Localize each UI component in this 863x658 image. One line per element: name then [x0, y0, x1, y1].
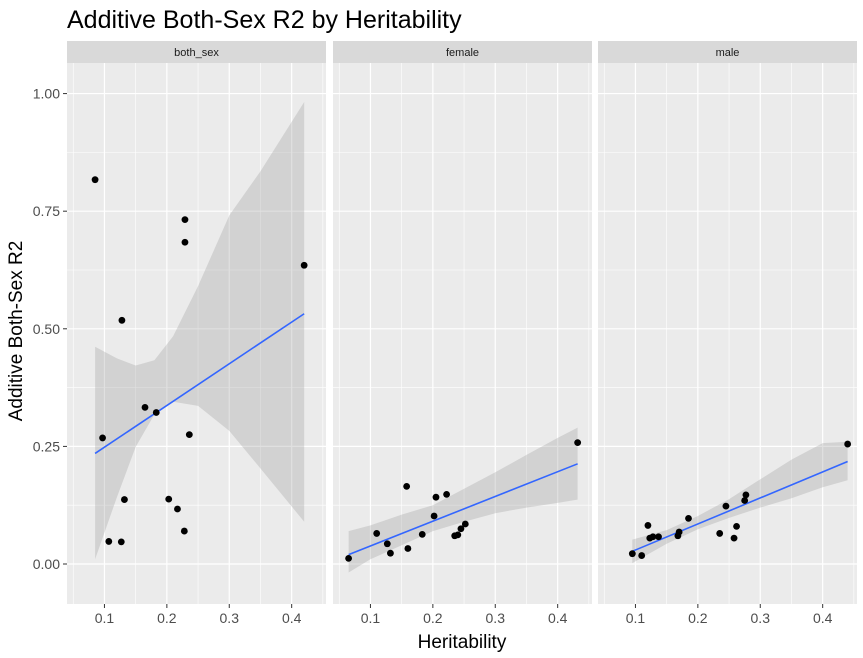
- data-point: [99, 434, 106, 442]
- data-point: [387, 549, 394, 557]
- facet-panel-both-sex: both_sex: [67, 41, 326, 604]
- data-point: [454, 531, 462, 539]
- x-tick-label: 0.3: [220, 610, 240, 626]
- facet-strip-label: male: [716, 47, 740, 59]
- data-point: [432, 493, 440, 501]
- confidence-ribbon: [632, 441, 848, 564]
- y-tick-label: 0.00: [33, 556, 60, 572]
- data-point: [185, 431, 193, 439]
- data-point: [105, 538, 113, 545]
- y-tick-label: 0.25: [33, 438, 60, 454]
- x-tick-label: 0.2: [688, 610, 708, 626]
- facet-panel-female: female: [333, 41, 592, 604]
- panel-background: [598, 63, 857, 604]
- data-point: [152, 409, 160, 416]
- data-point: [181, 216, 189, 224]
- data-point: [121, 496, 128, 503]
- data-point: [685, 514, 692, 522]
- facet-strip-label: female: [446, 47, 479, 59]
- data-point: [404, 545, 412, 552]
- x-tick-label: 0.4: [813, 610, 833, 626]
- data-point: [644, 522, 652, 529]
- confidence-ribbon: [348, 427, 578, 573]
- facet-strip-label: both_sex: [174, 47, 219, 59]
- regression-line: [348, 463, 578, 556]
- x-tick-label: 0.1: [626, 610, 646, 626]
- data-point: [742, 491, 750, 499]
- data-point: [300, 261, 308, 269]
- data-point: [345, 554, 353, 562]
- panel-background: [333, 63, 592, 604]
- data-point: [638, 552, 646, 559]
- facet-panels: both_sex female male: [67, 41, 857, 604]
- data-point: [418, 530, 426, 538]
- y-tick-label: 1.00: [33, 86, 60, 102]
- data-point: [383, 540, 391, 548]
- data-point: [180, 527, 188, 535]
- facet-strip: [67, 41, 326, 63]
- facet-panel-male: male: [598, 41, 857, 604]
- data-point: [574, 439, 582, 447]
- panel-background: [67, 63, 326, 604]
- data-point: [91, 176, 99, 184]
- facet-strip: [333, 41, 592, 63]
- data-point: [722, 502, 730, 510]
- data-point: [461, 520, 469, 528]
- x-axis: 0.1 0.2 0.3 0.4 0.1 0.2 0.3 0.4 0.1 0.2 0.3 0.4: [95, 604, 833, 626]
- data-point: [174, 505, 181, 513]
- data-point: [430, 512, 438, 520]
- data-point: [373, 530, 381, 537]
- x-tick-label: 0.3: [751, 610, 771, 626]
- x-axis-title: Heritability: [418, 632, 507, 653]
- confidence-ribbon: [95, 102, 305, 560]
- data-point: [117, 538, 125, 546]
- data-point: [655, 533, 662, 541]
- x-tick-label: 0.2: [423, 610, 443, 626]
- data-point: [844, 440, 852, 448]
- x-tick-label: 0.4: [548, 610, 568, 626]
- data-point: [403, 482, 411, 490]
- regression-line: [632, 460, 848, 553]
- data-point: [716, 530, 724, 537]
- data-point: [675, 528, 683, 536]
- x-tick-label: 0.4: [282, 610, 302, 626]
- y-axis-title: Additive Both-Sex R2: [6, 241, 27, 422]
- data-point: [457, 525, 465, 533]
- data-point: [741, 497, 749, 504]
- x-tick-label: 0.1: [361, 610, 381, 626]
- y-axis: 0.00 0.25 0.50 0.75 1.00: [33, 86, 67, 572]
- data-point: [443, 490, 450, 498]
- y-tick-label: 0.50: [33, 321, 60, 337]
- facet-strip: [598, 41, 857, 63]
- data-point: [628, 550, 636, 558]
- y-tick-label: 0.75: [33, 203, 60, 219]
- data-point: [181, 238, 189, 246]
- x-tick-label: 0.3: [486, 610, 506, 626]
- regression-line: [94, 313, 305, 455]
- data-point: [118, 316, 126, 324]
- data-point: [649, 533, 657, 541]
- data-point: [730, 534, 738, 542]
- chart-title: Additive Both-Sex R2 by Heritability: [67, 6, 462, 34]
- data-point: [165, 495, 173, 503]
- data-point: [141, 403, 149, 411]
- x-tick-label: 0.1: [95, 610, 115, 626]
- data-point: [733, 522, 740, 530]
- x-tick-label: 0.2: [157, 610, 177, 626]
